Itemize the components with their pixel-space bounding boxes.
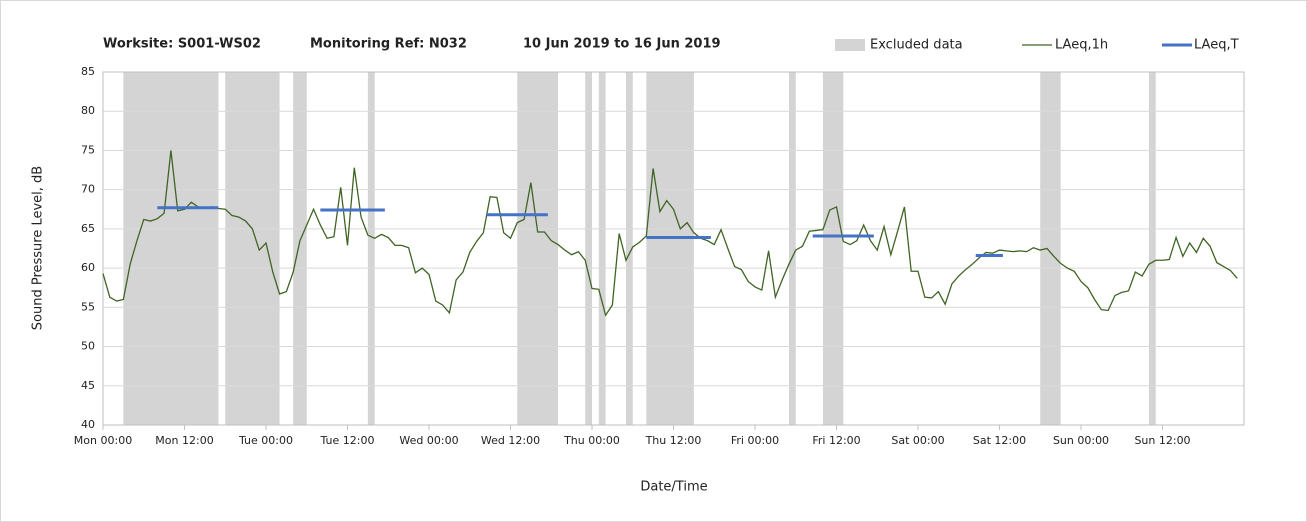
x-tick-label: Wed 00:00 bbox=[399, 434, 458, 447]
legend-label: LAeq,T bbox=[1194, 38, 1239, 53]
legend-label: Excluded data bbox=[870, 38, 963, 53]
excluded-range bbox=[367, 72, 375, 425]
y-tick-label: 75 bbox=[81, 143, 95, 156]
y-axis-label: Sound Pressure Level, dB bbox=[31, 166, 46, 330]
y-tick-label: 70 bbox=[81, 183, 95, 196]
y-tick-label: 40 bbox=[81, 418, 95, 431]
line-series bbox=[102, 150, 1238, 317]
y-tick-label: 85 bbox=[81, 65, 95, 78]
x-tick-label: Thu 12:00 bbox=[645, 434, 702, 447]
x-tick-label: Sun 12:00 bbox=[1134, 434, 1190, 447]
x-tick-label: Thu 00:00 bbox=[563, 434, 620, 447]
y-tick-label: 45 bbox=[81, 379, 95, 392]
x-tick-label: Mon 12:00 bbox=[155, 434, 213, 447]
y-tick-label: 65 bbox=[81, 222, 95, 235]
excluded-range bbox=[1040, 72, 1061, 425]
legend-swatch bbox=[835, 39, 865, 51]
excluded-range bbox=[293, 72, 307, 425]
excluded-range bbox=[822, 72, 844, 425]
x-tick-label: Mon 00:00 bbox=[74, 434, 132, 447]
excluded-range bbox=[788, 72, 796, 425]
x-tick-label: Tue 00:00 bbox=[238, 434, 293, 447]
excluded-range bbox=[517, 72, 559, 425]
excluded-range bbox=[225, 72, 280, 425]
x-tick-label: Sat 00:00 bbox=[891, 434, 944, 447]
x-tick-label: Wed 12:00 bbox=[481, 434, 540, 447]
y-tick-label: 55 bbox=[81, 300, 95, 313]
y-tick-label: 60 bbox=[81, 261, 95, 274]
x-tick-label: Sat 12:00 bbox=[973, 434, 1026, 447]
x-tick-label: Fri 12:00 bbox=[812, 434, 860, 447]
excluded-range bbox=[646, 72, 694, 425]
x-tick-label: Sun 00:00 bbox=[1053, 434, 1109, 447]
excluded-range bbox=[598, 72, 606, 425]
legend-label: LAeq,1h bbox=[1055, 38, 1108, 53]
y-tick-label: 50 bbox=[81, 340, 95, 353]
x-tick-label: Fri 00:00 bbox=[731, 434, 779, 447]
chart-title: Worksite: S001-WS02 bbox=[103, 37, 261, 52]
chart-title: Monitoring Ref: N032 bbox=[310, 37, 467, 52]
x-tick-label: Tue 12:00 bbox=[320, 434, 375, 447]
excluded-range bbox=[585, 72, 592, 425]
excluded-range bbox=[123, 72, 219, 425]
x-axis-label: Date/Time bbox=[640, 480, 707, 495]
y-tick-label: 80 bbox=[81, 104, 95, 117]
chart-title: 10 Jun 2019 to 16 Jun 2019 bbox=[523, 37, 721, 52]
excluded-range bbox=[1148, 72, 1156, 425]
excluded-range bbox=[625, 72, 633, 425]
